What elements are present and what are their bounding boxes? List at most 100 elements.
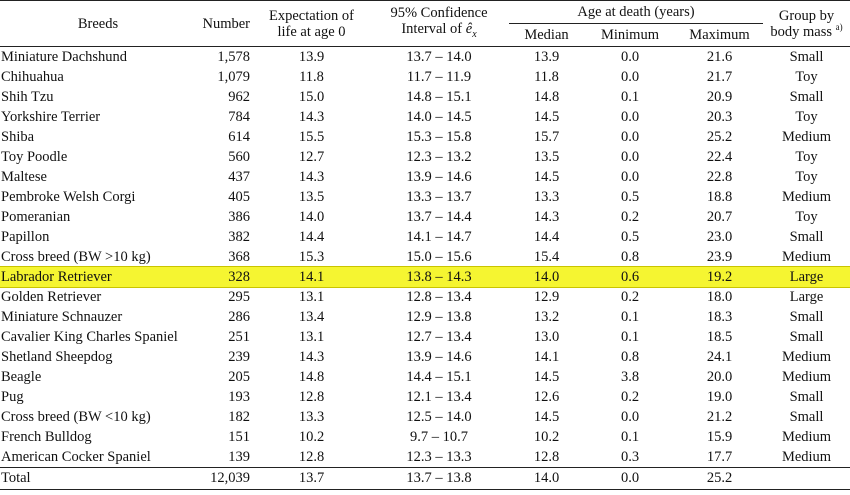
table-row: Cross breed (BW >10 kg) 368 15.3 15.0 – 15.… — [0, 247, 850, 267]
total-confidence-interval: 13.7 – 13.8 — [406, 470, 472, 486]
table-row: Miniature Dachshund 1,578 13.9 13.7 – 14.0 1… — [0, 47, 850, 68]
cell-confidence-interval: 11.7 – 11.9 — [406, 69, 472, 85]
total-row: Total 12,039 13.7 13.7 – 13.8 14.0 0.0 2… — [0, 467, 850, 490]
table-row: Yorkshire Terrier 784 14.3 14.0 – 14.5 14.5 0… — [0, 107, 850, 127]
cell-group: Medium — [781, 249, 832, 265]
cell-number: 251 — [228, 329, 250, 345]
cell-minimum: 0.6 — [584, 267, 676, 287]
cell-confidence-interval: 12.5 – 14.0 — [406, 409, 472, 425]
total-minimum: 0.0 — [620, 470, 640, 486]
cell-minimum: 0.2 — [620, 209, 640, 225]
cell-number: 328 — [196, 267, 254, 287]
cell-number: 139 — [228, 449, 250, 465]
header-ci-symbol: ê — [465, 20, 473, 37]
cell-breed: Beagle — [1, 369, 42, 385]
header-confidence-interval: 95% Confidence Interval of êx — [369, 1, 509, 47]
cell-group: Small — [789, 329, 824, 345]
cell-confidence-interval: 14.1 – 14.7 — [406, 229, 472, 245]
table-row: Shiba 614 15.5 15.3 – 15.8 15.7 0.0 25.2 Medium — [0, 127, 850, 147]
cell-minimum: 0.5 — [620, 229, 640, 245]
cell-minimum: 0.0 — [620, 169, 640, 185]
cell-maximum: 20.0 — [706, 369, 733, 385]
cell-group: Toy — [795, 109, 818, 125]
cell-breed: Pug — [1, 389, 24, 405]
cell-breed: Maltese — [1, 169, 47, 185]
cell-maximum: 18.3 — [706, 309, 733, 325]
cell-group: Large — [763, 267, 850, 287]
cell-minimum: 0.8 — [620, 249, 640, 265]
cell-group: Small — [789, 89, 824, 105]
table-row: Maltese 437 14.3 13.9 – 14.6 14.5 0.0 22.8 Toy — [0, 167, 850, 187]
total-label: Total — [1, 470, 31, 486]
table-row: French Bulldog 151 10.2 9.7 – 10.7 10.2 0.1 15… — [0, 427, 850, 447]
header-group-line1: Group by — [778, 7, 835, 24]
table-row: Cross breed (BW <10 kg) 182 13.3 12.5 – 14.… — [0, 407, 850, 427]
cell-minimum: 0.0 — [620, 69, 640, 85]
cell-confidence-interval: 12.8 – 13.4 — [406, 289, 472, 305]
cell-group: Toy — [795, 169, 818, 185]
cell-maximum: 17.7 — [706, 449, 733, 465]
header-age-at-death: Age at death (years) — [577, 4, 695, 20]
table-row: Shih Tzu 962 15.0 14.8 – 15.1 14.8 0.1 20.9 Sma… — [0, 87, 850, 107]
cell-minimum: 0.5 — [620, 189, 640, 205]
cell-maximum: 21.2 — [706, 409, 733, 425]
cell-life-expectancy: 14.3 — [298, 169, 325, 185]
table-row: Toy Poodle 560 12.7 12.3 – 13.2 13.5 0.0 22.4 T… — [0, 147, 850, 167]
cell-number: 382 — [228, 229, 250, 245]
cell-confidence-interval: 12.9 – 13.8 — [406, 309, 472, 325]
table-row: Pembroke Welsh Corgi 405 13.5 13.3 – 13.7 13… — [0, 187, 850, 207]
cell-median: 12.8 — [533, 449, 560, 465]
cell-number: 1,079 — [217, 69, 250, 85]
cell-minimum: 0.3 — [620, 449, 640, 465]
cell-life-expectancy: 14.4 — [298, 229, 325, 245]
header-minimum: Minimum — [584, 23, 676, 47]
cell-minimum: 0.1 — [620, 329, 640, 345]
cell-median: 13.9 — [533, 49, 560, 65]
cell-breed: Cavalier King Charles Spaniel — [1, 329, 178, 345]
cell-breed: Pomeranian — [1, 209, 71, 225]
cell-minimum: 0.0 — [620, 129, 640, 145]
cell-number: 182 — [228, 409, 250, 425]
cell-breed: Shetland Sheepdog — [1, 349, 113, 365]
cell-life-expectancy: 13.9 — [298, 49, 325, 65]
table-row: Chihuahua 1,079 11.8 11.7 – 11.9 11.8 0.0 21.7… — [0, 67, 850, 87]
total-median: 14.0 — [533, 470, 560, 486]
cell-life-expectancy: 12.8 — [298, 449, 325, 465]
cell-life-expectancy: 14.1 — [254, 267, 369, 287]
header-number: Number — [202, 15, 250, 32]
table-row: American Cocker Spaniel 139 12.8 12.3 – 13.… — [0, 447, 850, 468]
cell-maximum: 18.5 — [706, 329, 733, 345]
cell-maximum: 20.3 — [706, 109, 733, 125]
cell-number: 386 — [228, 209, 250, 225]
cell-number: 295 — [228, 289, 250, 305]
cell-maximum: 15.9 — [706, 429, 733, 445]
cell-breed: Toy Poodle — [1, 149, 68, 165]
header-median: Median — [509, 23, 584, 47]
cell-confidence-interval: 14.0 – 14.5 — [406, 109, 472, 125]
cell-number: 437 — [228, 169, 250, 185]
cell-maximum: 24.1 — [706, 349, 733, 365]
cell-number: 962 — [228, 89, 250, 105]
cell-median: 15.4 — [533, 249, 560, 265]
cell-number: 205 — [228, 369, 250, 385]
cell-number: 784 — [228, 109, 250, 125]
cell-median: 14.1 — [533, 349, 560, 365]
cell-life-expectancy: 14.0 — [298, 209, 325, 225]
header-expectation: Expectation of life at age 0 — [254, 1, 369, 47]
cell-maximum: 20.9 — [706, 89, 733, 105]
cell-group: Toy — [795, 149, 818, 165]
cell-life-expectancy: 13.1 — [298, 289, 325, 305]
cell-breed: Miniature Dachshund — [1, 49, 128, 65]
header-ci-line1: 95% Confidence — [390, 4, 488, 21]
cell-minimum: 0.0 — [620, 109, 640, 125]
cell-maximum: 23.9 — [706, 249, 733, 265]
cell-life-expectancy: 12.7 — [298, 149, 325, 165]
cell-minimum: 0.2 — [620, 289, 640, 305]
cell-median: 14.5 — [533, 409, 560, 425]
cell-breed: Papillon — [1, 229, 50, 245]
cell-number: 239 — [228, 349, 250, 365]
total-maximum: 25.2 — [706, 470, 733, 486]
table-footer: Total 12,039 13.7 13.7 – 13.8 14.0 0.0 2… — [0, 467, 850, 490]
cell-confidence-interval: 9.7 – 10.7 — [410, 429, 468, 445]
cell-confidence-interval: 15.0 – 15.6 — [406, 249, 472, 265]
